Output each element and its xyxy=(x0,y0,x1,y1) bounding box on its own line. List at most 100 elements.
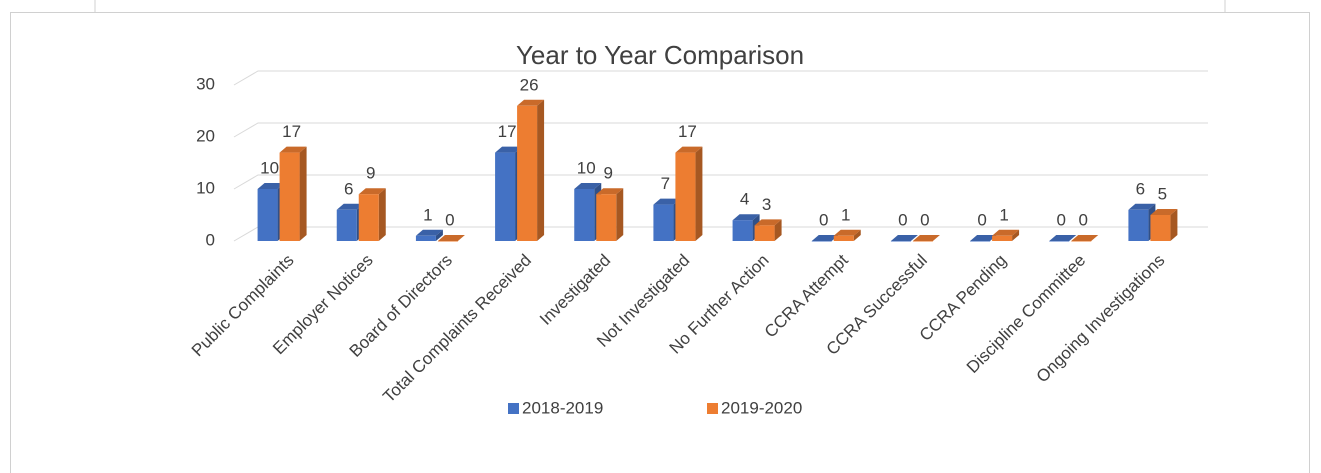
bar-face xyxy=(890,241,911,242)
bar-face xyxy=(653,198,681,205)
data-label: 0 xyxy=(977,210,986,229)
bar-face xyxy=(279,146,307,153)
y-tick-label: 0 xyxy=(206,230,215,249)
bar-face xyxy=(574,183,602,189)
bar-face xyxy=(435,229,443,241)
data-label: 4 xyxy=(740,190,749,209)
data-label: 0 xyxy=(819,210,828,229)
bar xyxy=(1150,209,1178,241)
data-label: 6 xyxy=(344,179,353,198)
bar-face xyxy=(415,235,436,241)
bar xyxy=(912,235,940,242)
bar xyxy=(415,229,443,241)
x-tick-label: Investigated xyxy=(536,251,614,329)
data-label: 0 xyxy=(920,210,929,229)
bar-face xyxy=(279,152,300,241)
bar-face xyxy=(853,229,861,241)
data-label: 9 xyxy=(366,164,375,183)
bar-face xyxy=(754,225,775,241)
bar xyxy=(517,99,545,241)
bar-face xyxy=(1150,209,1178,215)
bar-face xyxy=(1128,203,1156,210)
bar-face xyxy=(1170,209,1178,241)
bar-face xyxy=(833,229,861,236)
data-label: 10 xyxy=(260,158,279,177)
bar-face xyxy=(1071,235,1099,241)
bar xyxy=(358,188,386,241)
data-label: 5 xyxy=(1158,184,1167,203)
bar-face xyxy=(437,235,465,241)
grid-line xyxy=(233,70,1208,86)
bar-face xyxy=(358,188,386,195)
bar-face xyxy=(1012,229,1020,241)
bar-face xyxy=(517,99,545,106)
bar xyxy=(890,235,918,242)
bar xyxy=(833,229,861,241)
bar xyxy=(1049,235,1077,242)
bar-face xyxy=(336,209,357,241)
legend-swatch xyxy=(707,403,718,414)
bar-face xyxy=(1128,209,1149,241)
bar-face xyxy=(732,214,760,221)
data-label: 1 xyxy=(999,205,1008,224)
bar xyxy=(754,219,782,241)
bar-face xyxy=(616,188,624,241)
bar-face xyxy=(811,241,832,242)
bar-face xyxy=(695,146,703,241)
bar-face xyxy=(1049,235,1077,241)
data-label: 1 xyxy=(841,205,850,224)
legend-label: 2018-2019 xyxy=(522,398,603,417)
bar-face xyxy=(754,219,782,226)
bar xyxy=(279,146,307,241)
bar-face xyxy=(517,105,538,241)
bar-face xyxy=(890,235,918,241)
bar-face xyxy=(437,241,458,242)
bar-face xyxy=(358,194,379,241)
bar-face xyxy=(299,146,307,241)
bar-face xyxy=(992,229,1020,236)
data-label: 17 xyxy=(498,122,517,141)
y-tick-label: 10 xyxy=(196,178,215,197)
grid-line xyxy=(233,122,1208,138)
bar-face xyxy=(675,146,703,153)
bar-face xyxy=(992,235,1013,241)
bar-face xyxy=(653,204,674,241)
bar-face xyxy=(495,152,516,241)
data-label: 0 xyxy=(898,210,907,229)
bar-face xyxy=(912,241,933,242)
bar-face xyxy=(1150,215,1171,241)
data-label: 7 xyxy=(661,174,670,193)
bar-face xyxy=(378,188,386,241)
bar xyxy=(970,235,998,242)
bar xyxy=(992,229,1020,241)
bar-face xyxy=(537,99,545,241)
bar-face xyxy=(1071,241,1092,242)
bar-face xyxy=(596,188,624,195)
bar xyxy=(1071,235,1099,242)
data-label: 3 xyxy=(762,195,771,214)
legend-swatch xyxy=(508,403,519,414)
data-label: 17 xyxy=(678,122,697,141)
bar-face xyxy=(495,146,523,153)
chart-title: Year to Year Comparison xyxy=(516,40,804,70)
bar-face xyxy=(732,220,753,241)
y-tick-label: 20 xyxy=(196,126,215,145)
bar-face xyxy=(336,203,364,210)
bar-face xyxy=(970,235,998,241)
bar-face xyxy=(257,189,278,241)
bar xyxy=(437,235,465,242)
bar-face xyxy=(596,194,617,241)
bar-face xyxy=(1049,241,1070,242)
legend-label: 2019-2020 xyxy=(721,398,802,417)
data-label: 10 xyxy=(577,158,596,177)
x-tick-label: CCRA Attempt xyxy=(761,250,852,341)
bar xyxy=(596,188,624,241)
bar-face xyxy=(675,152,696,241)
data-label: 6 xyxy=(1136,179,1145,198)
x-tick-label: Total Complaints Received xyxy=(379,251,535,407)
x-tick-label: Ongoing Investigations xyxy=(1033,251,1169,387)
data-label: 1 xyxy=(423,205,432,224)
grid-line xyxy=(233,174,1208,190)
bar-face xyxy=(257,183,285,189)
